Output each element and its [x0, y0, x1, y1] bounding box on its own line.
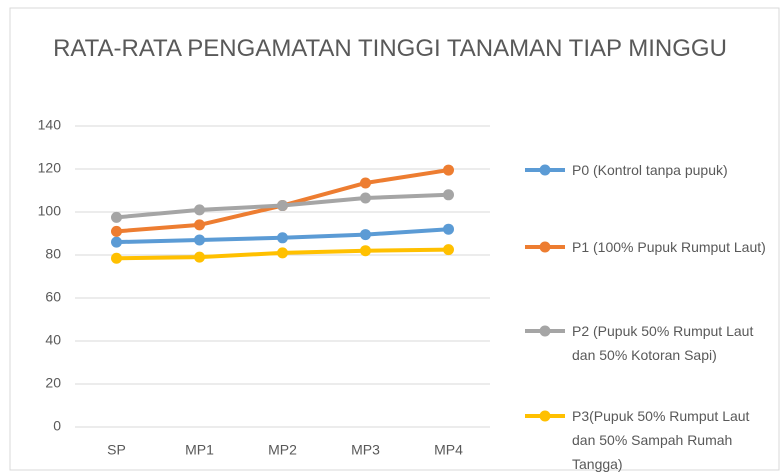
data-point	[277, 232, 288, 244]
data-point	[111, 225, 122, 237]
data-point	[443, 223, 454, 235]
x-tick-label: MP1	[185, 442, 214, 458]
x-tick-label: MP3	[351, 442, 380, 458]
y-tick-label: 20	[45, 375, 61, 391]
y-tick-label: 120	[38, 160, 62, 176]
x-tick-label: MP2	[268, 442, 297, 458]
legend-label: P2 (Pupuk 50% Rumput Laut dan 50% Kotora…	[572, 323, 754, 363]
legend-marker	[539, 241, 551, 253]
data-point	[111, 211, 122, 223]
data-point	[360, 245, 371, 257]
y-tick-label: 0	[53, 418, 61, 434]
legend-marker	[539, 410, 551, 422]
data-point	[360, 177, 371, 189]
y-tick-label: 100	[38, 203, 62, 219]
x-tick-label: MP4	[434, 442, 463, 458]
legend-label: P3(Pupuk 50% Rumput Laut dan 50% Sampah …	[572, 408, 750, 472]
data-point	[443, 244, 454, 256]
legend-marker	[539, 164, 551, 176]
chart-border	[9, 7, 780, 471]
data-point	[277, 200, 288, 212]
data-point	[443, 164, 454, 176]
chart-title: RATA-RATA PENGAMATAN TINGGI TANAMAN TIAP…	[53, 35, 727, 62]
data-point	[443, 189, 454, 201]
data-point	[194, 251, 205, 263]
y-tick-label: 80	[45, 246, 61, 262]
data-point	[360, 192, 371, 204]
legend-marker	[539, 325, 551, 337]
data-point	[194, 219, 205, 231]
legend-label: P1 (100% Pupuk Rumput Laut)	[572, 239, 766, 255]
y-tick-label: 60	[45, 289, 61, 305]
data-point	[111, 236, 122, 248]
data-point	[194, 204, 205, 216]
y-tick-label: 140	[38, 117, 62, 133]
legend-label: P0 (Kontrol tanpa pupuk)	[572, 162, 728, 178]
data-point	[360, 229, 371, 241]
data-point	[194, 234, 205, 246]
x-tick-label: SP	[107, 442, 126, 458]
data-point	[277, 247, 288, 259]
y-tick-label: 40	[45, 332, 61, 348]
data-point	[111, 252, 122, 264]
